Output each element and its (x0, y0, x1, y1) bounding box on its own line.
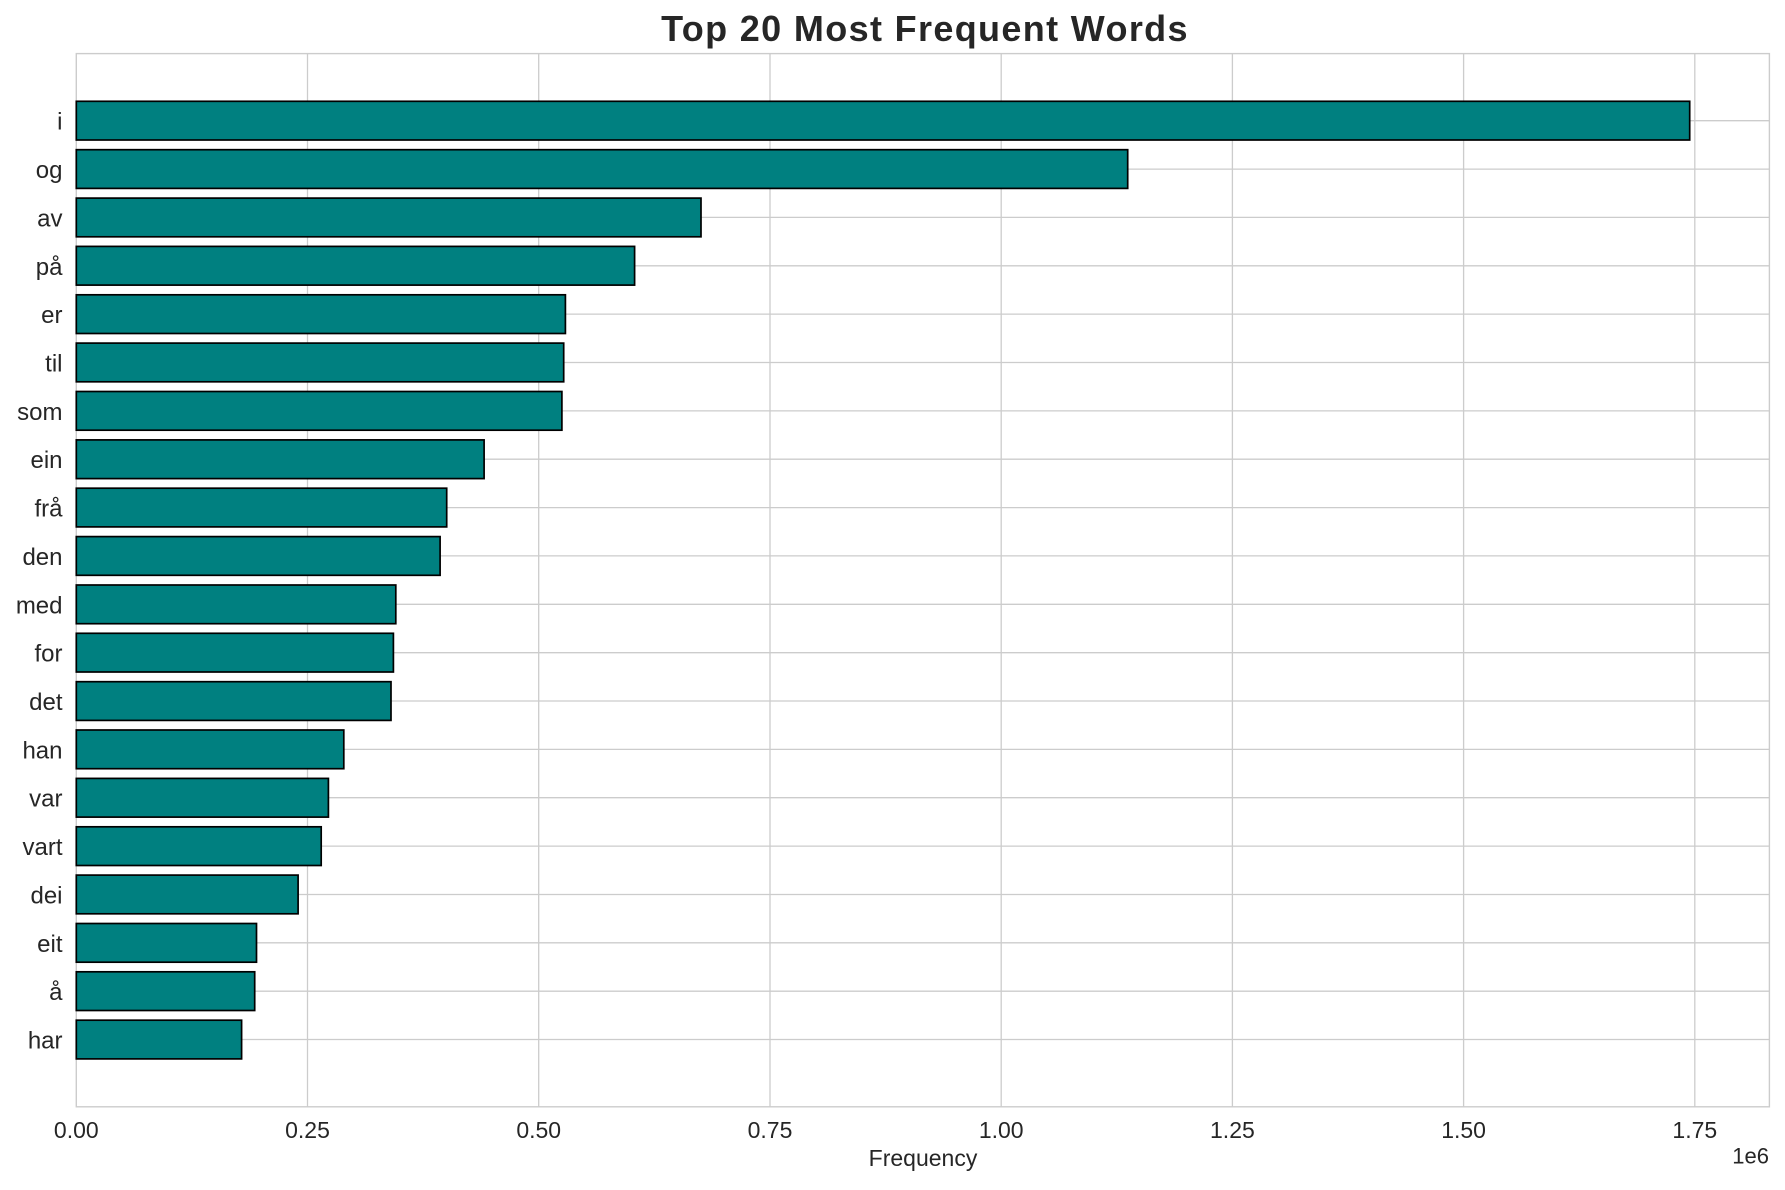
svg-text:av: av (37, 205, 62, 232)
svg-text:0.25: 0.25 (285, 1117, 330, 1143)
svg-text:1.50: 1.50 (1441, 1117, 1486, 1143)
svg-text:1e6: 1e6 (1732, 1144, 1769, 1169)
svg-text:i: i (57, 109, 62, 136)
svg-text:Frequency: Frequency (869, 1145, 978, 1171)
svg-text:det: det (29, 689, 63, 716)
svg-text:1.00: 1.00 (979, 1117, 1024, 1143)
svg-text:0.00: 0.00 (54, 1117, 99, 1143)
svg-text:den: den (22, 544, 62, 571)
svg-text:og: og (36, 157, 63, 184)
svg-text:med: med (16, 592, 63, 619)
svg-text:Top 20 Most Frequent Words: Top 20 Most Frequent Words (661, 8, 1189, 49)
svg-text:dei: dei (30, 883, 62, 910)
svg-text:han: han (22, 737, 62, 764)
svg-text:var: var (29, 786, 62, 813)
svg-text:1.75: 1.75 (1672, 1117, 1717, 1143)
svg-text:0.50: 0.50 (516, 1117, 561, 1143)
svg-text:1.25: 1.25 (1210, 1117, 1255, 1143)
svg-text:har: har (28, 1028, 63, 1055)
svg-text:frå: frå (34, 496, 63, 523)
svg-text:vart: vart (22, 834, 62, 861)
svg-text:0.75: 0.75 (748, 1117, 793, 1143)
svg-text:er: er (41, 302, 62, 329)
svg-text:for: for (34, 641, 62, 668)
svg-text:eit: eit (37, 931, 63, 958)
svg-text:ein: ein (30, 447, 62, 474)
svg-text:på: på (36, 254, 63, 281)
svg-text:som: som (17, 399, 62, 426)
svg-text:å: å (49, 979, 63, 1006)
svg-text:til: til (45, 351, 62, 378)
